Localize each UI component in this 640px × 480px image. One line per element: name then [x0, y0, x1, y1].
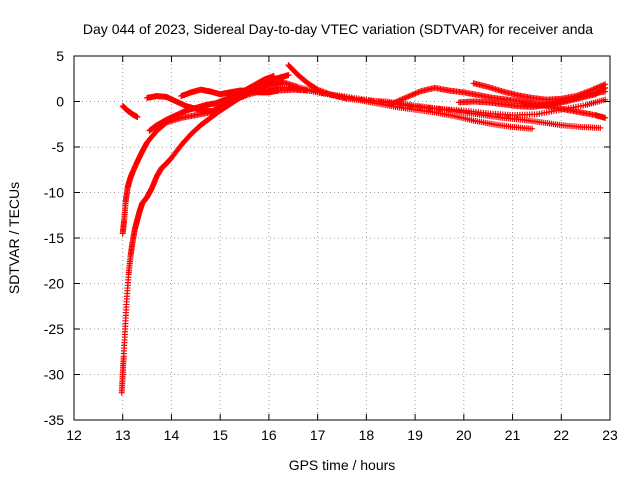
series-track-f [178, 86, 311, 100]
data-point [134, 113, 141, 120]
x-tick-label: 20 [456, 427, 472, 443]
x-tick-label: 17 [310, 427, 326, 443]
y-tick-label: -15 [44, 230, 64, 246]
series-track-g [285, 62, 604, 131]
y-tick-label: -5 [52, 139, 65, 155]
y-tick-label: -20 [44, 276, 64, 292]
y-tick-label: -30 [44, 367, 64, 383]
axis-ticks: 12 13 14 15 16 17 18 19 20 21 22 23 -35 -30 -25 -20 -15 -… [44, 48, 618, 443]
grid [74, 56, 610, 420]
x-tick-label: 13 [115, 427, 131, 443]
x-tick-label: 14 [164, 427, 180, 443]
x-tick-label: 23 [602, 427, 618, 443]
data-point [602, 84, 609, 91]
data-point [602, 114, 609, 121]
data-points [118, 62, 609, 396]
x-axis-label: GPS time / hours [289, 457, 396, 473]
y-tick-label: -35 [44, 412, 64, 428]
series-track-k [519, 84, 609, 109]
x-tick-label: 18 [359, 427, 375, 443]
y-axis-label: SDTVAR / TECUs [6, 182, 22, 294]
data-point [270, 73, 277, 80]
chart-title: Day 044 of 2023, Sidereal Day-to-day VTE… [83, 21, 593, 37]
y-tick-label: -25 [44, 321, 64, 337]
data-point [597, 124, 604, 131]
x-tick-label: 16 [261, 427, 277, 443]
y-tick-label: -10 [44, 185, 64, 201]
series-track-i [470, 80, 609, 103]
x-tick-label: 12 [66, 427, 82, 443]
data-point [529, 125, 536, 132]
x-tick-label: 19 [407, 427, 423, 443]
series-track-e [144, 79, 536, 132]
y-tick-label: 5 [56, 48, 64, 64]
y-tick-label: 0 [56, 94, 64, 110]
series-track-b [118, 72, 292, 396]
data-point [285, 72, 292, 79]
data-point [601, 85, 608, 92]
x-tick-label: 22 [553, 427, 569, 443]
x-tick-label: 15 [212, 427, 228, 443]
data-point [304, 87, 311, 94]
series-track-d [119, 103, 141, 120]
x-tick-label: 21 [505, 427, 521, 443]
